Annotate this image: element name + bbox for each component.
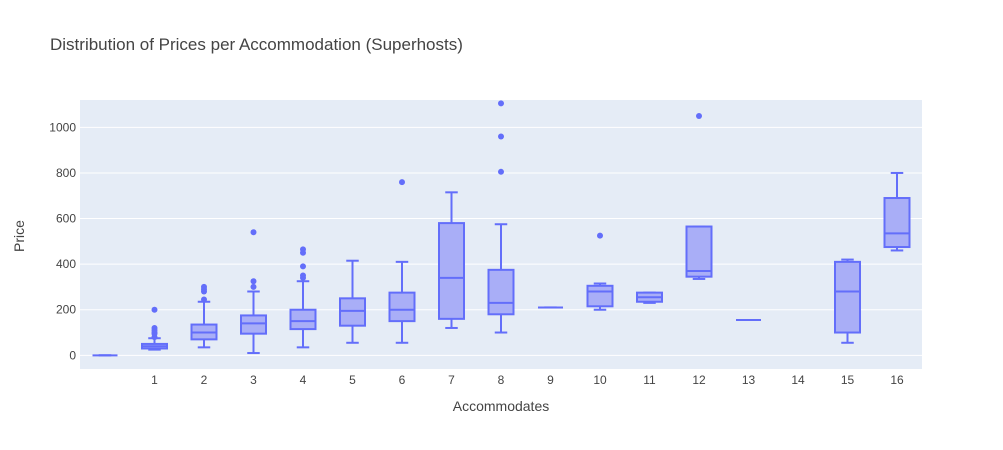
x-tick-label: 7 [448, 373, 455, 387]
outlier-point [498, 100, 504, 107]
outlier-point [151, 324, 158, 331]
x-axis-title: Accommodates [453, 398, 549, 414]
outlier-point [300, 246, 306, 253]
box-7 [438, 191, 465, 329]
box-body [883, 197, 911, 249]
box-1 [141, 306, 168, 351]
box-16 [883, 171, 911, 252]
box-12 [685, 112, 713, 280]
boxes [92, 100, 911, 357]
outlier-point [498, 168, 504, 175]
box-2 [190, 283, 218, 349]
x-tick-label: 8 [498, 373, 505, 387]
y-tick-label: 0 [69, 348, 76, 362]
box-4 [289, 246, 317, 349]
outlier-point [250, 229, 257, 236]
y-tick-label: 200 [56, 303, 76, 317]
box-3 [240, 229, 267, 355]
outlier-point [399, 179, 405, 186]
y-tick-label: 800 [56, 166, 76, 180]
x-tick-label: 6 [399, 373, 406, 387]
y-tick-label: 1000 [49, 120, 76, 134]
y-axis-title: Price [11, 220, 27, 252]
x-tick-label: 10 [593, 373, 607, 387]
outlier-point [201, 283, 207, 290]
x-tick-label: 9 [547, 373, 554, 387]
outlier-point [300, 272, 306, 279]
chart-title: Distribution of Prices per Accommodation… [50, 35, 463, 54]
box-body [438, 222, 465, 320]
box-body [289, 308, 317, 331]
outlier-point [300, 263, 306, 270]
x-tick-label: 3 [250, 373, 257, 387]
x-tick-label: 12 [692, 373, 706, 387]
y-axis-ticks: 0 200 400 600 800 1000 [49, 120, 76, 362]
box-10 [586, 232, 614, 311]
x-tick-label: 1 [151, 373, 158, 387]
box-15 [834, 258, 861, 344]
box-body [487, 268, 515, 316]
x-axis-ticks: 1 2 3 4 5 6 7 8 9 10 11 12 13 14 15 16 [151, 373, 904, 387]
x-tick-label: 2 [201, 373, 208, 387]
x-tick-label: 4 [300, 373, 307, 387]
outlier-point [696, 112, 702, 119]
box-body [586, 284, 614, 308]
box-6 [388, 179, 416, 344]
outlier-point [151, 306, 158, 313]
x-tick-label: 14 [791, 373, 805, 387]
box-11 [636, 291, 663, 304]
y-tick-label: 400 [56, 257, 76, 271]
box-body [240, 314, 267, 335]
box-5 [339, 259, 366, 344]
x-tick-label: 11 [643, 373, 656, 387]
outlier-point [250, 278, 257, 285]
x-tick-label: 13 [742, 373, 756, 387]
box-body [834, 260, 861, 334]
outlier-point [201, 296, 207, 303]
outlier-point [250, 283, 257, 290]
box-body [339, 297, 366, 327]
box-8 [487, 100, 515, 334]
outlier-point [498, 133, 504, 140]
box-body [388, 291, 416, 323]
box-body [685, 225, 713, 278]
x-tick-label: 5 [349, 373, 356, 387]
x-tick-label: 15 [841, 373, 855, 387]
y-tick-label: 600 [56, 212, 76, 226]
x-tick-label: 16 [890, 373, 904, 387]
outlier-point [597, 232, 603, 239]
